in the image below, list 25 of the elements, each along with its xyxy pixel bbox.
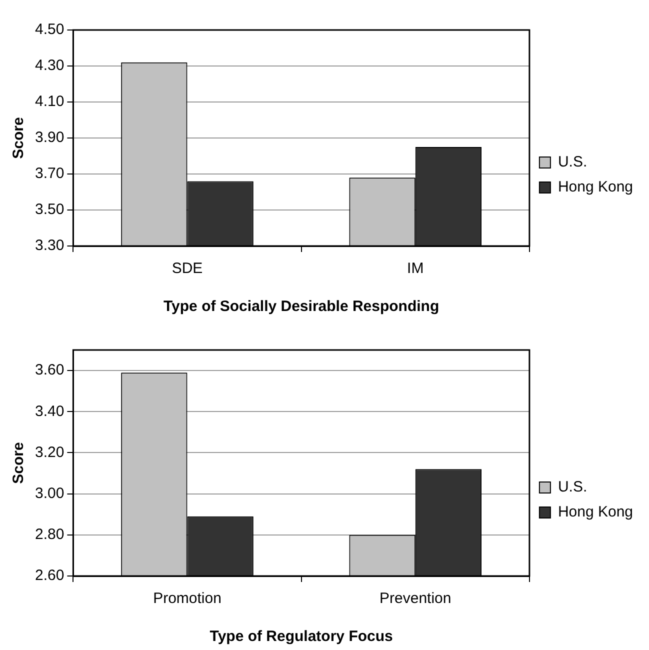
y-tick-label: 2.60 — [34, 567, 64, 584]
y-tick-label: 3.70 — [34, 165, 64, 182]
y-tick-label: 4.10 — [34, 93, 64, 110]
y-tick-label: 2.80 — [34, 526, 64, 544]
x-tick-label: Prevention — [380, 590, 452, 608]
y-tick-label: 4.30 — [34, 57, 64, 74]
y-tick-label: 4.50 — [34, 21, 64, 38]
x-tick-label: Promotion — [153, 590, 222, 608]
legend-label: U.S. — [558, 478, 588, 496]
legend-label: Hong Kong — [558, 178, 634, 196]
x-axis-title: Type of Socially Desirable Responding — [164, 298, 440, 316]
y-tick-label: 3.00 — [34, 484, 64, 502]
x-tick-label: SDE — [172, 260, 203, 278]
y-axis-title: Score — [10, 117, 28, 159]
y-tick-label: 3.30 — [34, 237, 64, 254]
x-tick-label: IM — [407, 260, 424, 278]
legend-label: Hong Kong — [558, 504, 634, 521]
y-axis-title: Score — [10, 442, 28, 484]
legend-label: U.S. — [558, 154, 588, 171]
y-tick-label: 3.60 — [34, 362, 64, 379]
y-tick-label: 3.90 — [34, 129, 64, 146]
y-tick-label: 3.50 — [34, 201, 64, 218]
x-axis-title: Type of Regulatory Focus — [210, 628, 393, 646]
y-tick-label: 3.40 — [34, 402, 64, 420]
y-tick-label: 3.20 — [34, 444, 64, 461]
